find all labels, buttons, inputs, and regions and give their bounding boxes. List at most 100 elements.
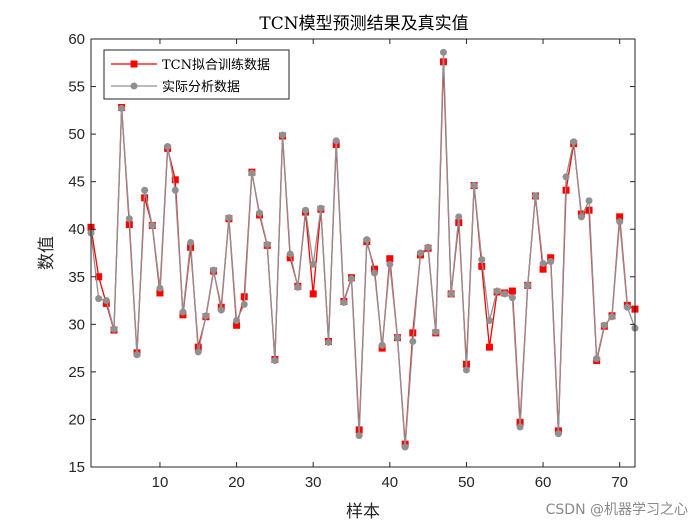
data-point (539, 259, 547, 267)
data-point (164, 142, 172, 150)
y-tick-label: 35 (68, 269, 85, 286)
data-point (370, 269, 378, 277)
data-point (493, 287, 501, 295)
data-point (455, 213, 463, 221)
data-point (171, 186, 179, 194)
data-point (547, 254, 555, 262)
data-point (148, 221, 156, 229)
data-point (217, 306, 225, 314)
data-point (179, 308, 187, 316)
x-axis-label: 样本 (346, 502, 380, 522)
data-point (210, 266, 218, 274)
data-point (348, 275, 356, 283)
y-tick-label: 60 (68, 31, 85, 48)
data-point (516, 423, 524, 431)
data-point (156, 289, 164, 297)
watermark: CSDN @机器学习之心 (546, 502, 688, 518)
legend-marker (130, 82, 138, 90)
data-point (501, 290, 509, 298)
y-tick-label: 55 (68, 79, 85, 96)
data-point (279, 131, 287, 139)
y-tick-label: 25 (68, 364, 85, 381)
y-tick-label: 40 (68, 221, 85, 238)
data-point (256, 209, 264, 217)
data-point (386, 255, 394, 263)
data-point (102, 297, 110, 305)
data-point (447, 290, 455, 298)
data-point (156, 284, 164, 292)
data-point (294, 283, 302, 291)
data-point (608, 313, 616, 321)
data-point (141, 186, 149, 194)
y-axis-label: 数值 (37, 236, 57, 270)
legend-marker (130, 60, 138, 68)
legend-item: TCN拟合训练数据 (111, 58, 270, 73)
data-point (309, 260, 317, 268)
chart-title: TCN模型预测结果及真实值 (259, 14, 468, 34)
y-tick-label: 45 (68, 174, 85, 191)
plot-frame (90, 38, 636, 468)
data-point (401, 443, 409, 451)
data-point (302, 206, 310, 214)
data-point (370, 265, 378, 273)
data-point (233, 317, 241, 325)
y-tick-label: 20 (68, 411, 85, 428)
data-point (286, 250, 294, 258)
data-point (393, 334, 401, 342)
data-point (616, 213, 624, 221)
x-tick-label: 10 (152, 474, 169, 491)
data-point (363, 236, 371, 244)
data-point (409, 329, 417, 337)
data-point (118, 104, 126, 112)
data-point (309, 290, 317, 298)
y-tick-label: 30 (68, 316, 85, 333)
x-tick-label: 40 (381, 474, 398, 491)
legend-item: 实际分析数据 (111, 80, 240, 95)
data-point (194, 348, 202, 356)
legend-label: 实际分析数据 (162, 80, 240, 95)
data-point (248, 169, 256, 177)
data-point (187, 239, 195, 247)
data-point (570, 138, 578, 146)
data-point (325, 338, 333, 346)
data-point (562, 173, 570, 181)
data-point (317, 204, 325, 212)
data-point (485, 343, 493, 351)
data-point (577, 213, 585, 221)
data-point (286, 254, 294, 262)
data-point (439, 48, 447, 56)
legend-label: TCN拟合训练数据 (162, 58, 270, 73)
data-point (508, 294, 516, 302)
data-point (554, 430, 562, 438)
data-point (539, 265, 547, 273)
data-point (125, 215, 133, 223)
x-tick-label: 20 (228, 474, 245, 491)
data-point (485, 317, 493, 325)
data-point (623, 303, 631, 311)
data-point (585, 197, 593, 205)
data-point (225, 214, 233, 222)
x-tick-label: 70 (611, 474, 628, 491)
data-point (462, 366, 470, 374)
data-point (524, 281, 532, 289)
data-point (171, 176, 179, 184)
x-tick-label: 50 (458, 474, 475, 491)
data-point (332, 137, 340, 145)
data-point (416, 249, 424, 257)
data-point (240, 300, 248, 308)
data-point (409, 337, 417, 345)
data-point (133, 351, 141, 359)
data-point (531, 192, 539, 200)
data-point (508, 287, 516, 295)
y-tick-label: 50 (68, 126, 85, 143)
data-point (233, 321, 241, 329)
data-point (271, 356, 279, 364)
plot-area (91, 39, 635, 467)
data-point (386, 260, 394, 268)
data-point (95, 295, 103, 303)
legend-box (103, 49, 290, 100)
data-point (424, 243, 432, 251)
data-point (110, 325, 118, 333)
y-tick-label: 15 (68, 459, 85, 476)
